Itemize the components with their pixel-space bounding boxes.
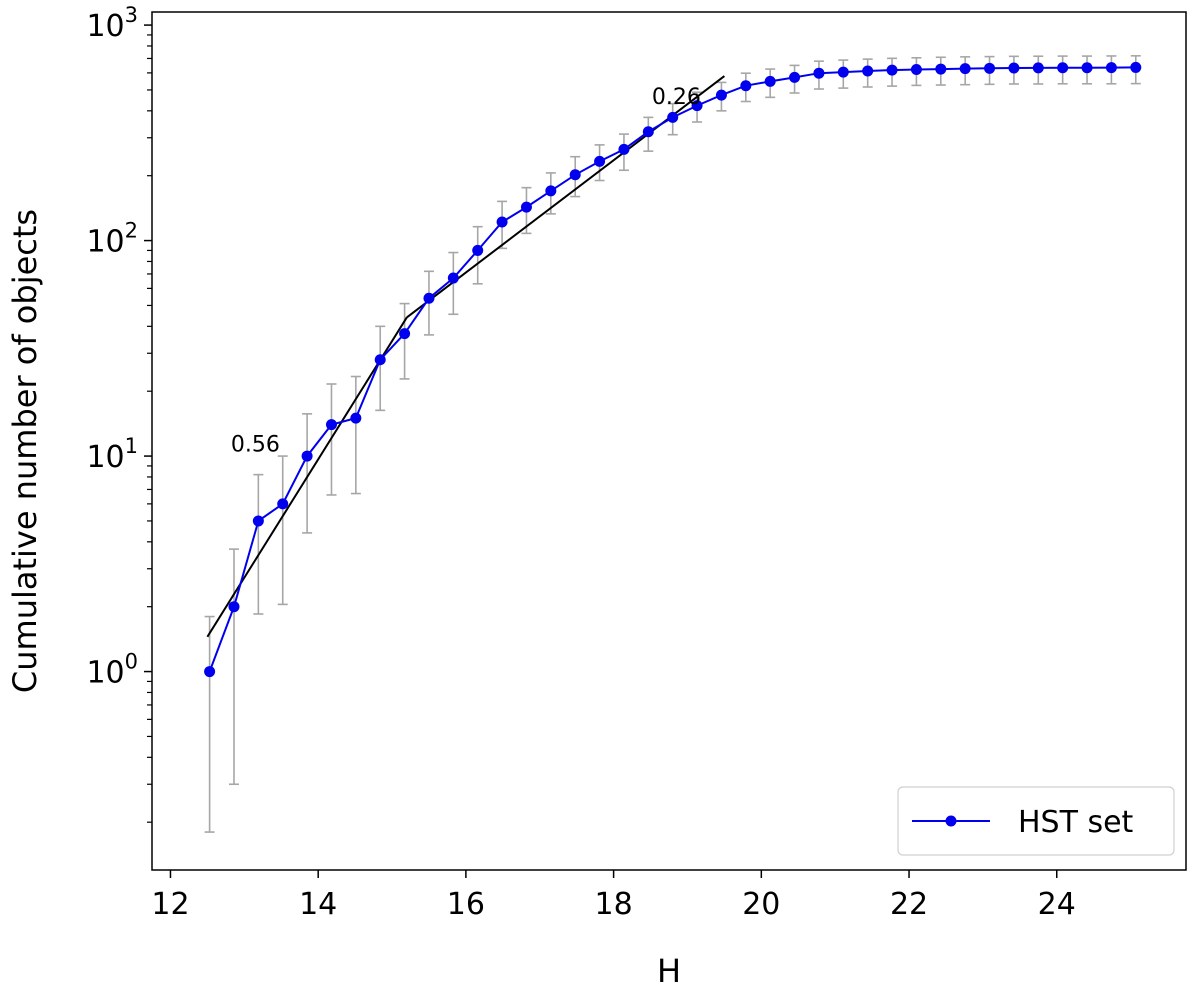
data-point [667, 111, 679, 123]
data-point [1057, 62, 1069, 74]
data-point [984, 62, 996, 74]
series-lines [208, 66, 1136, 672]
legend: HST set [897, 786, 1175, 856]
series-line [208, 66, 1136, 672]
data-point [764, 75, 776, 87]
data-points [204, 61, 1142, 678]
legend-box [897, 786, 1175, 856]
data-point [204, 666, 216, 678]
data-point [910, 64, 922, 76]
data-point [642, 126, 654, 138]
data-point [277, 498, 289, 510]
x-axis-ticks: 12 14 16 18 20 22 24 [151, 870, 1076, 922]
data-point [1032, 62, 1044, 74]
data-point [1008, 62, 1020, 74]
data-point [1105, 62, 1117, 74]
y-tick-label: 102 [86, 219, 138, 260]
data-point [715, 89, 727, 101]
data-point [594, 155, 606, 167]
y-tick-label: 103 [86, 3, 138, 44]
x-tick-label: 18 [595, 887, 633, 922]
fit-slope-label: 0.26 [652, 85, 701, 110]
data-point [520, 201, 532, 213]
legend-swatch-marker [945, 815, 957, 827]
data-point [374, 354, 386, 366]
data-point [325, 419, 337, 431]
data-point [740, 80, 752, 92]
data-point [813, 67, 825, 79]
data-point [886, 64, 898, 76]
data-point [569, 169, 581, 181]
y-axis-label: Cumulative number of objects [6, 209, 44, 693]
x-axis-label: H [657, 952, 681, 988]
data-point [1130, 61, 1142, 73]
x-tick-label: 22 [890, 887, 928, 922]
data-point [496, 216, 508, 228]
error-bars [204, 55, 1141, 833]
x-tick-label: 12 [151, 887, 189, 922]
data-point [252, 515, 264, 527]
x-tick-label: 20 [742, 887, 780, 922]
y-axis-ticks: 100 101 102 103 [86, 3, 152, 823]
y-tick-label: 101 [86, 434, 138, 475]
data-point [301, 450, 313, 462]
plot-frame [151, 11, 1187, 871]
x-tick-label: 16 [447, 887, 485, 922]
data-point [837, 66, 849, 78]
fit-annotations: 0.56 0.26 [231, 85, 701, 457]
data-point [691, 100, 703, 112]
data-point [399, 328, 411, 340]
data-point [350, 412, 362, 424]
data-point [862, 65, 874, 77]
legend-label: HST set [1018, 805, 1134, 840]
data-point [423, 292, 435, 304]
data-point [935, 63, 947, 75]
x-tick-label: 14 [299, 887, 337, 922]
fit-slope-label: 0.56 [231, 433, 280, 458]
data-point [228, 601, 240, 613]
fit-lines [206, 75, 725, 638]
y-tick-label: 100 [86, 650, 138, 691]
data-point [959, 63, 971, 75]
x-tick-label: 24 [1038, 887, 1076, 922]
data-point [1081, 62, 1093, 74]
data-point [545, 185, 557, 197]
data-point [472, 244, 484, 256]
data-point [618, 143, 630, 155]
data-point [789, 71, 801, 83]
data-point [447, 272, 459, 284]
